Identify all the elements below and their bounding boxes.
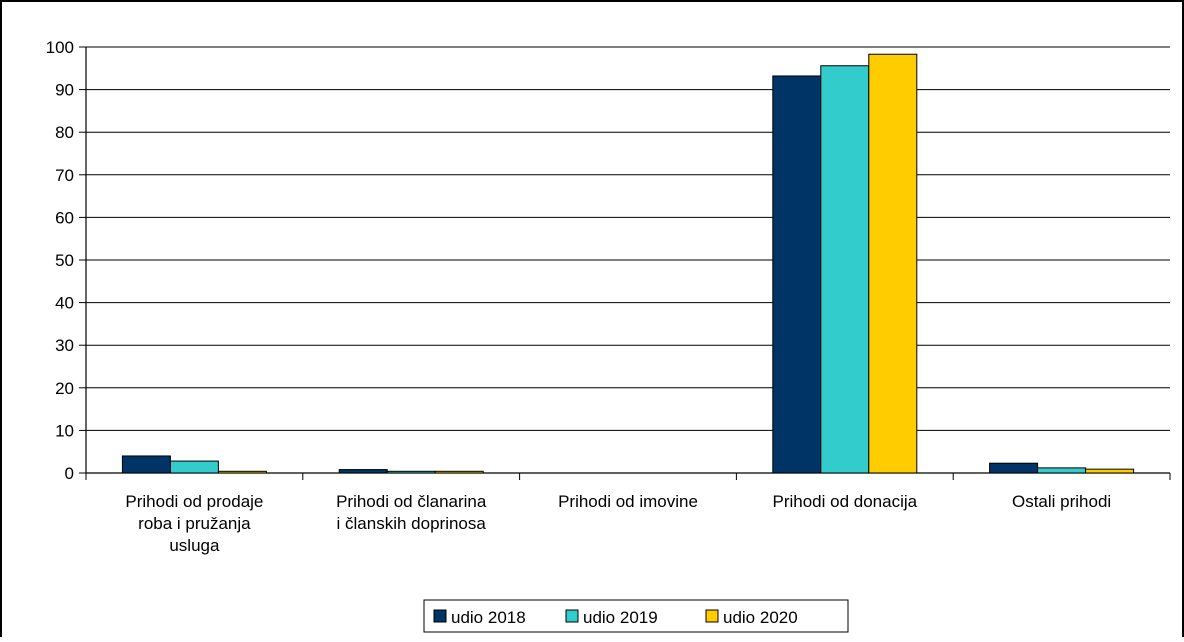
bar	[386, 470, 436, 474]
y-tick-labels: 0 10 20 30 40 50 60 70 80 90 100	[46, 38, 74, 483]
y-tick-label: 0	[65, 464, 74, 483]
legend-swatch	[705, 609, 719, 623]
gridlines	[86, 46, 1170, 431]
legend-box	[423, 599, 849, 633]
bar	[338, 469, 388, 474]
bar	[169, 460, 219, 474]
y-tick-label: 20	[55, 379, 74, 398]
y-tick-label: 80	[55, 123, 74, 142]
bar	[1037, 467, 1087, 474]
x-category-label: Prihodi od imovine	[558, 492, 698, 511]
x-category-label: Prihodi od prodaje roba i pružanja usluga	[125, 492, 263, 555]
x-category-label: Prihodi od donacija	[772, 492, 917, 511]
y-tick-label: 70	[55, 166, 74, 185]
x-category-label-line: Ostali prihodi	[1012, 492, 1111, 511]
x-category-label-line: Prihodi od prodaje	[125, 492, 263, 511]
x-category-label-line: i članskih doprinosa	[337, 514, 487, 533]
x-category-label: Prihodi od članarina i članskih doprinosa	[336, 492, 487, 533]
y-tick-label: 60	[55, 208, 74, 227]
y-tick-label: 30	[55, 336, 74, 355]
legend: udio 2018 udio 2019 udio 2020	[423, 599, 849, 633]
bar	[989, 462, 1039, 474]
bar	[1085, 468, 1135, 474]
bar	[772, 75, 822, 474]
bar	[121, 455, 171, 474]
y-tick-label: 50	[55, 251, 74, 270]
x-category-label-line: Prihodi od imovine	[558, 492, 698, 511]
bars	[121, 53, 1135, 474]
x-category-label-line: Prihodi od članarina	[336, 492, 487, 511]
x-category-label-line: usluga	[169, 536, 220, 555]
x-category-label-line: roba i pružanja	[138, 514, 251, 533]
category-labels: Prihodi od prodaje roba i pružanja uslugaP…	[125, 492, 1111, 555]
legend-swatch	[433, 609, 447, 623]
legend-label: udio 2019	[583, 608, 658, 627]
bar	[217, 470, 267, 474]
y-tick-label: 90	[55, 81, 74, 100]
bar	[820, 65, 870, 474]
bar	[868, 53, 918, 474]
y-tick-label: 40	[55, 294, 74, 313]
y-tick-label: 10	[55, 421, 74, 440]
bar	[434, 470, 484, 474]
x-category-label: Ostali prihodi	[1012, 492, 1111, 511]
legend-label: udio 2018	[451, 608, 526, 627]
y-tick-label: 100	[46, 38, 74, 57]
legend-swatch	[565, 609, 579, 623]
x-category-label-line: Prihodi od donacija	[772, 492, 917, 511]
legend-label: udio 2020	[723, 608, 798, 627]
